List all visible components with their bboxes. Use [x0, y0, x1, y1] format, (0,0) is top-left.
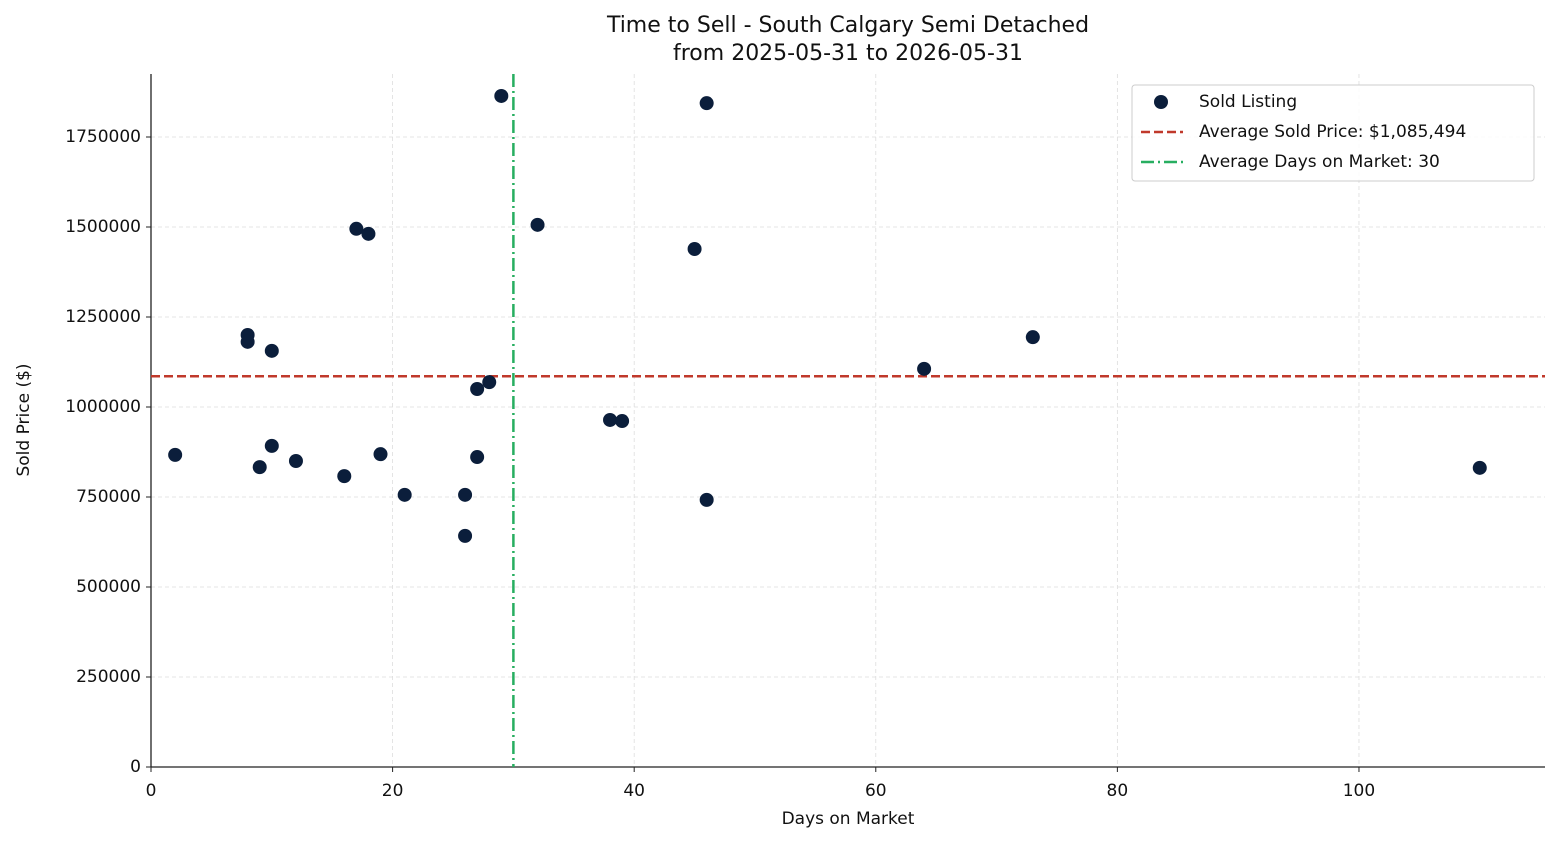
- point: [1472, 460, 1487, 475]
- x-tick-label: 40: [623, 781, 645, 801]
- legend-label: Average Days on Market: 30: [1199, 152, 1440, 172]
- point: [699, 96, 714, 111]
- legend-marker: [1154, 95, 1168, 109]
- point: [240, 334, 255, 349]
- point: [687, 241, 702, 256]
- point: [288, 454, 303, 468]
- point: [699, 492, 714, 507]
- chart-title: Time to Sell - South Calgary Semi Detach…: [606, 13, 1089, 38]
- point: [1025, 330, 1040, 345]
- legend-box: [1131, 84, 1535, 182]
- point: [603, 412, 618, 427]
- x-axis-label: Days on Market: [782, 809, 915, 829]
- x-tick-label: 80: [1107, 781, 1129, 801]
- y-tick-label: 1750000: [65, 127, 141, 147]
- point: [470, 450, 485, 465]
- point: [361, 226, 376, 241]
- point: [482, 375, 497, 390]
- point: [458, 528, 473, 543]
- point: [264, 343, 279, 358]
- point: [530, 217, 545, 232]
- y-tick-label: 750000: [76, 487, 141, 507]
- y-axis-label: Sold Price ($): [14, 363, 34, 476]
- x-tick-label: 0: [146, 781, 157, 801]
- point: [168, 447, 183, 462]
- point: [337, 469, 352, 484]
- x-tick-label: 60: [865, 781, 887, 801]
- point: [349, 221, 364, 236]
- chart-subtitle: from 2025-05-31 to 2026-05-31: [673, 41, 1023, 66]
- y-tick-label: 250000: [76, 667, 141, 687]
- legend-label: Sold Listing: [1199, 92, 1297, 112]
- x-tick-label: 100: [1343, 781, 1375, 801]
- y-tick-label: 1250000: [65, 307, 141, 327]
- point: [397, 487, 412, 502]
- y-tick-label: 0: [130, 757, 141, 777]
- point: [264, 438, 279, 453]
- point: [373, 447, 388, 462]
- x-tick-label: 20: [382, 781, 404, 801]
- legend-label: Average Sold Price: $1,085,494: [1199, 122, 1466, 142]
- point: [494, 88, 509, 103]
- y-tick-label: 1000000: [65, 397, 141, 417]
- legend: Sold Listing Average Sold Price: $1,085,4…: [1131, 84, 1535, 182]
- y-tick-label: 1500000: [65, 217, 141, 237]
- point: [252, 460, 267, 475]
- point: [458, 487, 473, 502]
- point: [615, 414, 630, 429]
- point: [470, 382, 485, 396]
- y-tick-label: 500000: [76, 577, 141, 597]
- point: [917, 361, 932, 376]
